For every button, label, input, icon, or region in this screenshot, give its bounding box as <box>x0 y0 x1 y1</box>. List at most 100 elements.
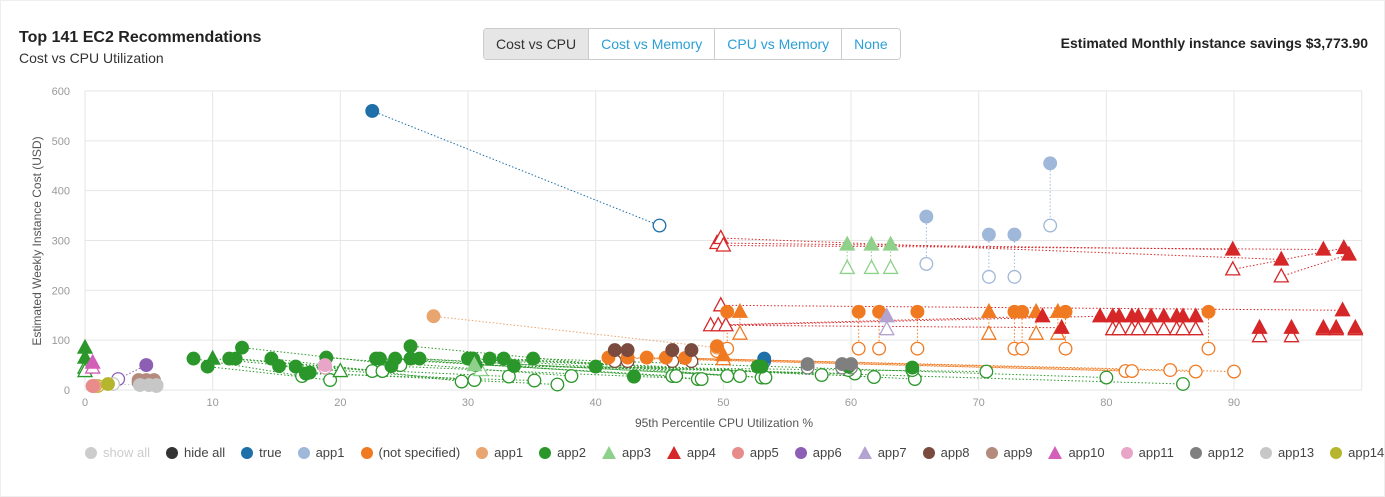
current-point-not-specified[interactable] <box>1049 302 1066 318</box>
recommended-point-true[interactable] <box>652 218 667 233</box>
current-point-app8[interactable] <box>684 343 699 358</box>
legend-item-app10[interactable]: app10 <box>1048 445 1105 460</box>
current-point-app2[interactable] <box>388 351 403 366</box>
recommended-point-app3[interactable] <box>882 259 899 275</box>
current-point-app13[interactable] <box>149 378 164 392</box>
current-point-app2[interactable] <box>507 359 521 374</box>
recommended-point-app2[interactable] <box>1176 377 1190 391</box>
recommended-point-not-specified[interactable] <box>1028 324 1045 340</box>
recommended-point-not-specified[interactable] <box>1188 364 1203 379</box>
legend-item-true[interactable]: true <box>241 445 282 460</box>
current-point-app3[interactable] <box>882 235 899 251</box>
legend-item-app2[interactable]: app2 <box>539 445 586 460</box>
current-point-app8[interactable] <box>607 343 622 358</box>
current-point-app3[interactable] <box>863 235 880 251</box>
recommended-point-app4[interactable] <box>1273 267 1290 283</box>
current-point-app2[interactable] <box>412 351 427 366</box>
current-point-app10[interactable] <box>84 353 101 369</box>
current-point-app2[interactable] <box>272 359 287 374</box>
recommended-point-app4[interactable] <box>717 316 734 332</box>
current-point-app2[interactable] <box>372 351 387 366</box>
current-point-app4[interactable] <box>1034 307 1051 323</box>
recommended-point-not-specified[interactable] <box>1124 364 1139 379</box>
recommended-point-not-specified[interactable] <box>1227 364 1241 379</box>
legend-item-app3[interactable]: app3 <box>602 445 651 460</box>
current-point-app2[interactable] <box>588 359 603 374</box>
current-point-not-specified[interactable] <box>731 302 749 318</box>
recommended-point-app2[interactable] <box>979 364 994 379</box>
legend-item-app4[interactable]: app4 <box>666 445 716 460</box>
recommended-point-not-specified[interactable] <box>1201 341 1216 356</box>
recommended-point-not-specified[interactable] <box>980 324 997 340</box>
current-point-app3[interactable] <box>839 235 856 251</box>
current-point-app2[interactable] <box>905 360 920 375</box>
view-button-cost-vs-memory[interactable]: Cost vs Memory <box>588 29 715 59</box>
current-point-app4[interactable] <box>1053 318 1070 334</box>
current-point-app2[interactable] <box>288 359 303 374</box>
current-point-app4[interactable] <box>1334 301 1351 317</box>
current-point-app4[interactable] <box>1111 307 1128 323</box>
current-point-app14[interactable] <box>101 377 115 391</box>
current-point-not-specified[interactable] <box>910 304 925 319</box>
recommended-point-app4[interactable] <box>1142 320 1160 336</box>
current-point-app1[interactable] <box>1043 156 1058 171</box>
recommended-point-not-specified[interactable] <box>1015 341 1030 356</box>
view-button-cpu-vs-memory[interactable]: CPU vs Memory <box>714 29 842 59</box>
legend-item-app12[interactable]: app12 <box>1189 445 1244 460</box>
recommended-point-app4[interactable] <box>1187 320 1204 336</box>
view-button-cost-vs-cpu[interactable]: Cost vs CPU <box>484 29 589 59</box>
current-point-app4[interactable] <box>1315 240 1332 256</box>
current-point-app2[interactable] <box>228 351 243 366</box>
current-point-app4[interactable] <box>1273 250 1290 266</box>
legend-item-app7[interactable]: app7 <box>857 445 907 460</box>
legend-item-app14[interactable]: app14 <box>1330 445 1384 460</box>
current-point-app2[interactable] <box>403 339 418 354</box>
current-point-app2[interactable] <box>76 348 94 364</box>
current-point-app1[interactable] <box>981 227 996 242</box>
recommended-point-app3[interactable] <box>839 259 856 275</box>
current-point-app8[interactable] <box>665 343 680 358</box>
legend-item-not-specified[interactable]: (not specified) <box>360 445 460 460</box>
current-point-app4[interactable] <box>1340 245 1358 261</box>
current-point-app2[interactable] <box>526 351 541 366</box>
recommended-point-app2[interactable] <box>564 369 579 383</box>
recommended-point-app7[interactable] <box>878 320 895 336</box>
recommended-point-app2[interactable] <box>814 368 829 383</box>
recommended-point-not-specified[interactable] <box>731 324 749 340</box>
current-point-app2[interactable] <box>754 359 769 374</box>
current-point-app4[interactable] <box>1283 318 1300 334</box>
current-point-app11[interactable] <box>318 358 332 373</box>
recommended-point-not-specified[interactable] <box>1163 363 1178 378</box>
current-point-app2[interactable] <box>496 351 511 366</box>
recommended-point-not-specified[interactable] <box>1058 341 1073 356</box>
legend-item-app13[interactable]: app13 <box>1259 445 1314 460</box>
current-point-true[interactable] <box>365 104 380 118</box>
current-point-not-specified[interactable] <box>710 339 724 354</box>
current-point-app7[interactable] <box>878 307 895 323</box>
recommended-point-app2[interactable] <box>527 373 542 388</box>
current-point-app4[interactable] <box>1187 307 1204 323</box>
current-point-not-specified[interactable] <box>720 304 735 319</box>
current-point-app2[interactable] <box>482 351 497 366</box>
current-point-app4[interactable] <box>1347 318 1364 334</box>
recommended-point-app4[interactable] <box>1111 320 1128 336</box>
recommended-point-app1[interactable] <box>1007 269 1022 284</box>
recommended-point-app2[interactable] <box>669 369 684 383</box>
recommended-point-app2[interactable] <box>694 372 709 386</box>
current-point-app4[interactable] <box>1224 240 1241 256</box>
recommended-point-not-specified[interactable] <box>910 341 925 356</box>
recommended-point-not-specified[interactable] <box>851 341 866 356</box>
current-point-app1[interactable] <box>1007 227 1022 242</box>
legend-hide-all[interactable]: hide all <box>165 445 225 460</box>
recommended-point-app1[interactable] <box>1043 218 1058 233</box>
recommended-point-app4[interactable] <box>1251 327 1268 343</box>
legend-item-app11[interactable]: app11 <box>1120 445 1174 460</box>
recommended-point-app4[interactable] <box>1130 320 1147 336</box>
recommended-point-app4[interactable] <box>715 236 732 252</box>
current-point-app4[interactable] <box>1251 318 1268 334</box>
current-point-app1[interactable] <box>919 209 934 224</box>
current-point-app1[interactable] <box>426 309 441 324</box>
current-point-app4[interactable] <box>1130 307 1147 323</box>
current-point-app4[interactable] <box>1155 307 1172 323</box>
recommended-point-app4[interactable] <box>1224 260 1241 276</box>
